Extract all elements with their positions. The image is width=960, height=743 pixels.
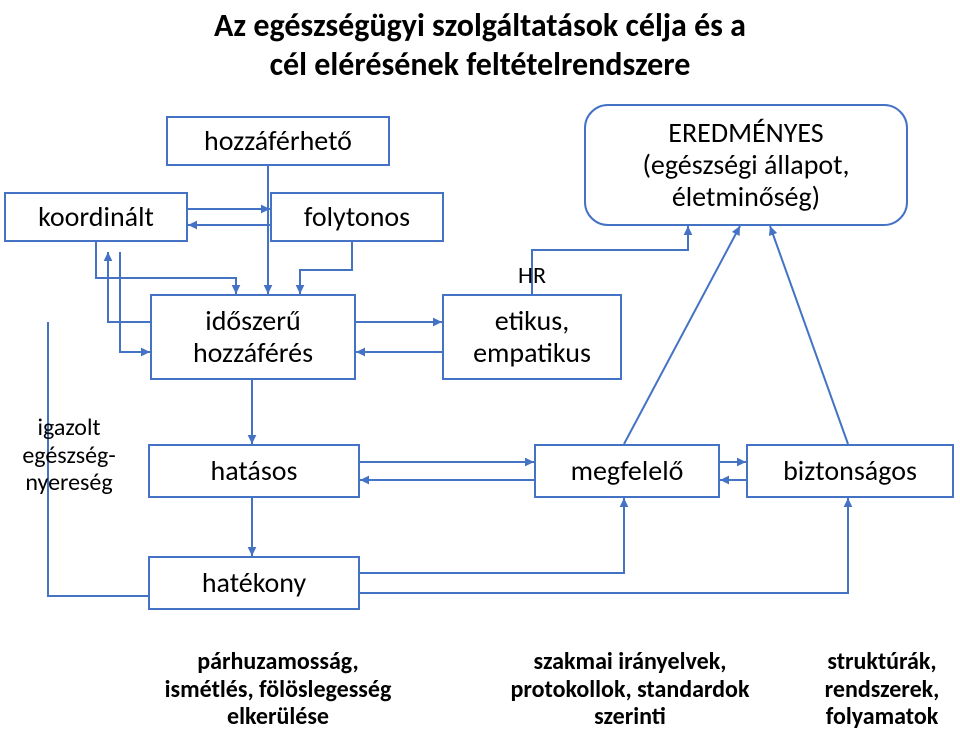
- label-igazolt-text: igazoltegészség-nyereség: [22, 413, 115, 497]
- footer-parhuzam: párhuzamosság,ismétlés, fölöslegességelk…: [128, 648, 428, 738]
- node-biztonsagos: biztonságos: [746, 444, 954, 498]
- node-folytonos: folytonos: [270, 192, 444, 242]
- node-hatekony: hatékony: [148, 556, 360, 610]
- node-etikus: etikus,empatikus: [442, 294, 622, 380]
- diagram-title: Az egészségügyi szolgáltatások célja és …: [80, 6, 880, 84]
- footer-struktur: struktúrák,rendszerek,folyamatok: [802, 648, 960, 738]
- footer-parhuzam-text: párhuzamosság,ismétlés, fölöslegességelk…: [165, 647, 392, 731]
- footer-struktur-text: struktúrák,rendszerek,folyamatok: [825, 647, 940, 731]
- label-igazolt: igazoltegészség-nyereség: [0, 414, 144, 524]
- node-eredmenyes: EREDMÉNYES(egészségi állapot,életminőség…: [584, 104, 908, 226]
- node-hatasos: hatásos: [148, 444, 360, 498]
- title-line1: Az egészségügyi szolgáltatások célja és …: [80, 6, 880, 45]
- node-eredmenyes-label: EREDMÉNYES(egészségi állapot,életminőség…: [642, 117, 849, 214]
- footer-szakmai: szakmai irányelvek,protokollok, standard…: [470, 648, 790, 738]
- node-megfelelo: megfelelő: [534, 444, 720, 498]
- node-hatekony-label: hatékony: [202, 567, 306, 599]
- node-idoszeru: időszerűhozzáférés: [150, 294, 356, 380]
- node-hatasos-label: hatásos: [211, 455, 298, 487]
- node-idoszeru-label: időszerűhozzáférés: [193, 305, 313, 369]
- node-koordinalt: koordinált: [4, 192, 188, 242]
- node-koordinalt-label: koordinált: [38, 201, 154, 233]
- label-hr-text: HR: [518, 261, 546, 290]
- node-folytonos-label: folytonos: [304, 201, 410, 233]
- label-hr: HR: [492, 262, 572, 292]
- node-hozzaferheto: hozzáférhető: [166, 116, 390, 166]
- title-line2: cél elérésének feltételrendszere: [80, 45, 880, 84]
- node-megfelelo-label: megfelelő: [571, 455, 684, 487]
- node-etikus-label: etikus,empatikus: [473, 305, 591, 369]
- footer-szakmai-text: szakmai irányelvek,protokollok, standard…: [511, 647, 750, 731]
- node-biztonsagos-label: biztonságos: [783, 455, 917, 487]
- node-hozzaferheto-label: hozzáférhető: [204, 125, 352, 157]
